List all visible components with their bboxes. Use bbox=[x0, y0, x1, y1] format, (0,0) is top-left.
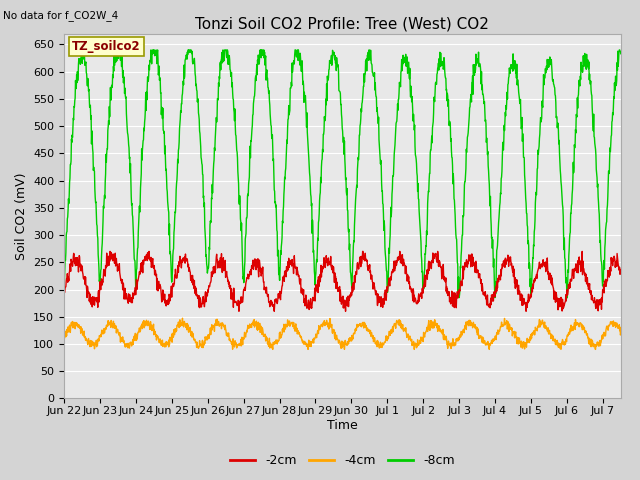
-4cm bbox=[126, 343, 134, 349]
-8cm bbox=[77, 47, 85, 53]
-8cm bbox=[60, 284, 68, 289]
-8cm bbox=[378, 163, 385, 168]
-4cm bbox=[60, 339, 68, 345]
X-axis label: Time: Time bbox=[327, 419, 358, 432]
Legend: -2cm, -4cm, -8cm: -2cm, -4cm, -8cm bbox=[225, 449, 460, 472]
-4cm bbox=[308, 338, 316, 344]
Text: TZ_soilco2: TZ_soilco2 bbox=[72, 40, 141, 53]
-8cm bbox=[297, 57, 305, 62]
Line: -4cm: -4cm bbox=[64, 318, 621, 349]
-4cm bbox=[319, 324, 326, 329]
-8cm bbox=[455, 295, 463, 300]
-2cm bbox=[319, 264, 326, 270]
-2cm bbox=[103, 260, 111, 266]
-2cm bbox=[308, 297, 316, 303]
-8cm bbox=[617, 51, 625, 57]
-8cm bbox=[126, 170, 134, 176]
-2cm bbox=[378, 298, 385, 303]
Line: -8cm: -8cm bbox=[64, 50, 621, 298]
Text: No data for f_CO2W_4: No data for f_CO2W_4 bbox=[3, 11, 118, 22]
-2cm bbox=[235, 309, 243, 314]
Y-axis label: Soil CO2 (mV): Soil CO2 (mV) bbox=[15, 172, 28, 260]
-8cm bbox=[308, 230, 316, 236]
Title: Tonzi Soil CO2 Profile: Tree (West) CO2: Tonzi Soil CO2 Profile: Tree (West) CO2 bbox=[195, 16, 490, 31]
-4cm bbox=[297, 335, 305, 341]
-2cm bbox=[126, 294, 134, 300]
-2cm bbox=[106, 249, 114, 254]
Line: -2cm: -2cm bbox=[64, 252, 621, 312]
-4cm bbox=[269, 347, 276, 352]
-8cm bbox=[104, 146, 111, 152]
-8cm bbox=[318, 156, 326, 162]
-4cm bbox=[179, 315, 186, 321]
-2cm bbox=[297, 288, 305, 294]
-2cm bbox=[60, 286, 68, 292]
-2cm bbox=[617, 270, 625, 276]
-4cm bbox=[103, 323, 111, 329]
-4cm bbox=[378, 342, 385, 348]
-4cm bbox=[617, 331, 625, 336]
